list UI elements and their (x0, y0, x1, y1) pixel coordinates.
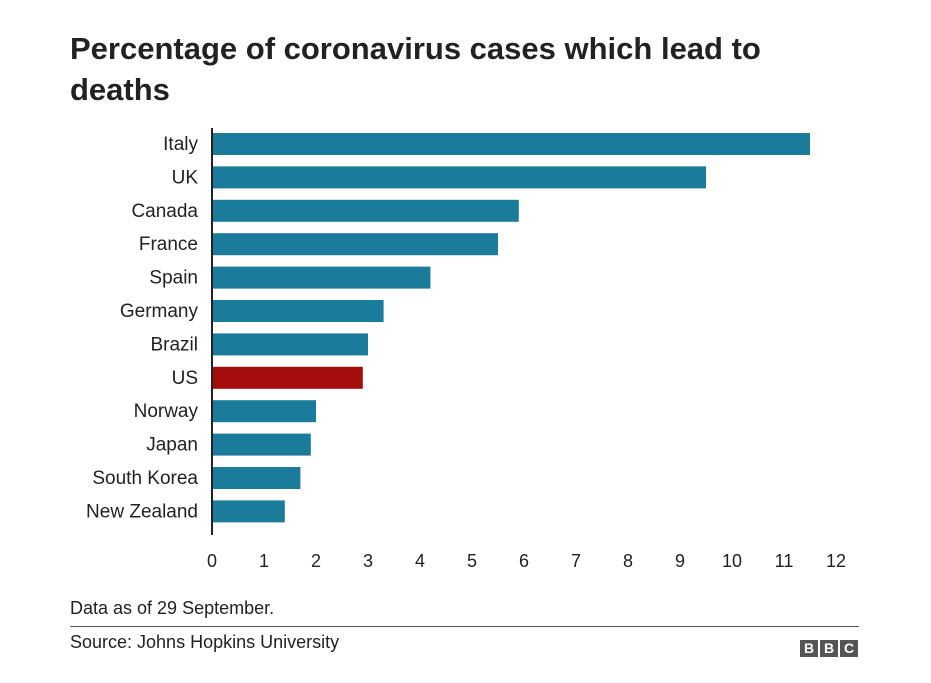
bar-chart: Italy UK Canada France Spain Germany Brazil US N… (86, 128, 846, 571)
bar-brazil (212, 333, 368, 356)
category-label: UK (172, 167, 199, 188)
category-label: Spain (149, 268, 198, 289)
x-tick-label: 0 (207, 551, 217, 571)
bar-spain (212, 266, 431, 289)
category-label: France (139, 234, 198, 255)
category-label: Japan (146, 435, 198, 456)
bar-us (212, 366, 363, 389)
bar-italy (212, 133, 810, 155)
x-tick-label: 1 (259, 551, 269, 571)
bar-new-zealand (212, 500, 285, 523)
category-label: Brazil (150, 334, 198, 355)
category-label: New Zealand (86, 501, 198, 522)
bar-germany (212, 300, 384, 322)
logo-letter: B (800, 640, 818, 657)
x-tick-label: 6 (519, 551, 529, 571)
bar-canada (212, 199, 519, 222)
x-tick-label: 11 (775, 551, 794, 571)
x-tick-label: 8 (623, 551, 633, 571)
x-tick-label: 10 (722, 551, 742, 571)
category-label: South Korea (92, 468, 198, 489)
logo-letter: B (820, 640, 838, 657)
data-note: Data as of 29 September. (70, 598, 275, 618)
divider (70, 626, 859, 627)
x-tick-label: 5 (467, 551, 477, 571)
chart-title: Percentage of coronavirus cases which le… (70, 31, 761, 107)
category-label: US (172, 368, 198, 389)
bar-japan (212, 433, 311, 456)
category-label: Italy (163, 134, 198, 155)
x-tick-label: 7 (571, 551, 581, 571)
category-label: Germany (120, 301, 199, 322)
bar-uk (212, 166, 706, 189)
x-tick-label: 4 (415, 551, 425, 571)
bar-france (212, 233, 498, 256)
x-tick-label: 12 (826, 551, 846, 571)
category-label: Canada (131, 201, 198, 222)
category-label: Norway (134, 401, 199, 422)
bbc-logo: B B C (800, 640, 858, 657)
source-text: Source: Johns Hopkins University (70, 632, 340, 652)
logo-letter: C (840, 640, 858, 657)
x-tick-label: 2 (311, 551, 321, 571)
bar-south-korea (212, 467, 301, 489)
x-tick-label: 3 (363, 551, 373, 571)
bar-norway (212, 400, 316, 423)
x-tick-label: 9 (675, 551, 685, 571)
